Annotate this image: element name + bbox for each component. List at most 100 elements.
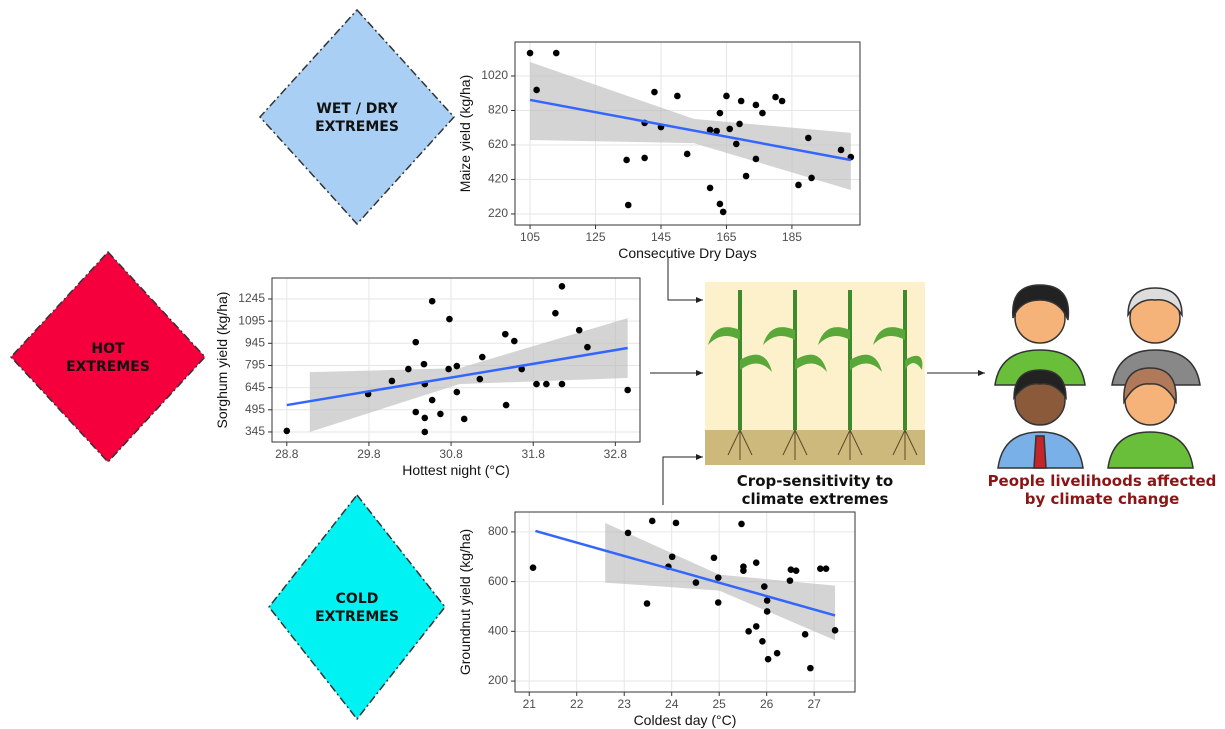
point <box>625 202 632 209</box>
diamond-label: EXTREMES <box>315 609 399 625</box>
diamond-label: EXTREMES <box>315 119 399 135</box>
point <box>649 518 656 525</box>
point <box>753 156 760 163</box>
point <box>807 665 814 672</box>
x-tick-label: 24 <box>665 697 679 711</box>
point <box>707 185 714 192</box>
diamond-label: COLD <box>336 591 379 607</box>
y-axis-title: Groundnut yield (kg/ha) <box>457 529 473 675</box>
point <box>774 650 781 657</box>
y-tick-label: 620 <box>488 137 508 151</box>
point <box>543 381 550 388</box>
x-tick-label: 29.8 <box>357 447 381 461</box>
point <box>624 387 631 394</box>
point <box>720 209 727 216</box>
diamond <box>260 10 454 224</box>
x-tick-label: 26 <box>760 697 774 711</box>
people-illustration <box>995 285 1200 468</box>
point <box>421 415 428 422</box>
x-tick-label: 32.8 <box>604 447 628 461</box>
diamond <box>269 495 445 719</box>
point <box>717 201 724 208</box>
point <box>412 339 419 346</box>
point <box>530 564 537 571</box>
point <box>502 331 509 338</box>
point <box>625 530 632 537</box>
x-axis-title: Coldest day (°C) <box>634 712 737 728</box>
point <box>533 381 540 388</box>
y-axis-title: Maize yield (kg/ha) <box>457 75 473 193</box>
y-tick-label: 820 <box>488 103 508 117</box>
point <box>802 631 809 638</box>
point <box>454 389 461 396</box>
y-tick-label: 345 <box>245 424 265 438</box>
point <box>503 402 510 409</box>
point <box>753 102 760 109</box>
point <box>552 310 559 317</box>
point <box>759 638 766 645</box>
point <box>673 520 680 527</box>
point <box>736 121 743 128</box>
y-axis-title: Sorghum yield (kg/ha) <box>214 292 230 429</box>
point <box>389 378 396 385</box>
x-tick-label: 125 <box>586 230 606 244</box>
x-tick-label: 28.8 <box>275 447 299 461</box>
crop-caption: climate extremes <box>742 490 889 508</box>
point <box>772 94 779 101</box>
y-tick-label: 1020 <box>481 68 508 82</box>
point <box>429 397 436 404</box>
point <box>559 283 566 290</box>
y-tick-label: 945 <box>245 335 265 349</box>
point <box>743 173 750 180</box>
point <box>446 316 453 323</box>
x-axis-title: Consecutive Dry Days <box>618 245 757 261</box>
point <box>779 98 786 105</box>
point <box>738 98 745 105</box>
y-tick-label: 420 <box>488 172 508 186</box>
y-tick-label: 795 <box>245 358 265 372</box>
point <box>745 628 752 635</box>
point <box>733 141 740 148</box>
point <box>715 574 722 581</box>
x-tick-label: 30.8 <box>439 447 463 461</box>
y-tick-label: 600 <box>488 574 508 588</box>
y-tick-label: 400 <box>488 624 508 638</box>
point <box>765 656 772 663</box>
point <box>477 376 484 383</box>
x-tick-label: 25 <box>713 697 727 711</box>
y-tick-label: 1095 <box>238 313 265 327</box>
point <box>793 567 800 574</box>
x-tick-label: 21 <box>523 697 537 711</box>
point <box>412 409 419 416</box>
point <box>479 354 486 361</box>
point <box>838 147 845 154</box>
x-tick-label: 105 <box>520 230 540 244</box>
y-tick-label: 800 <box>488 524 508 538</box>
people-caption: by climate change <box>1025 490 1180 508</box>
point <box>559 381 566 388</box>
point <box>674 93 681 100</box>
x-tick-label: 31.8 <box>522 447 546 461</box>
point <box>761 583 768 590</box>
point <box>711 554 718 561</box>
x-tick-label: 23 <box>618 697 632 711</box>
point <box>584 344 591 351</box>
point <box>445 366 452 373</box>
crop-caption: Crop-sensitivity to <box>737 472 893 490</box>
x-axis-title: Hottest night (°C) <box>402 462 510 478</box>
point <box>576 327 583 334</box>
point <box>527 50 534 57</box>
y-tick-label: 1245 <box>238 291 265 305</box>
people-caption: People livelihoods affected <box>988 472 1217 490</box>
point <box>723 93 730 100</box>
y-tick-label: 220 <box>488 206 508 220</box>
diamond-label: HOT <box>91 341 125 357</box>
point <box>795 182 802 189</box>
point <box>693 579 700 586</box>
point <box>511 338 518 345</box>
point <box>641 155 648 162</box>
point <box>764 608 771 615</box>
point <box>644 600 651 607</box>
point <box>283 428 290 435</box>
point <box>623 157 630 164</box>
